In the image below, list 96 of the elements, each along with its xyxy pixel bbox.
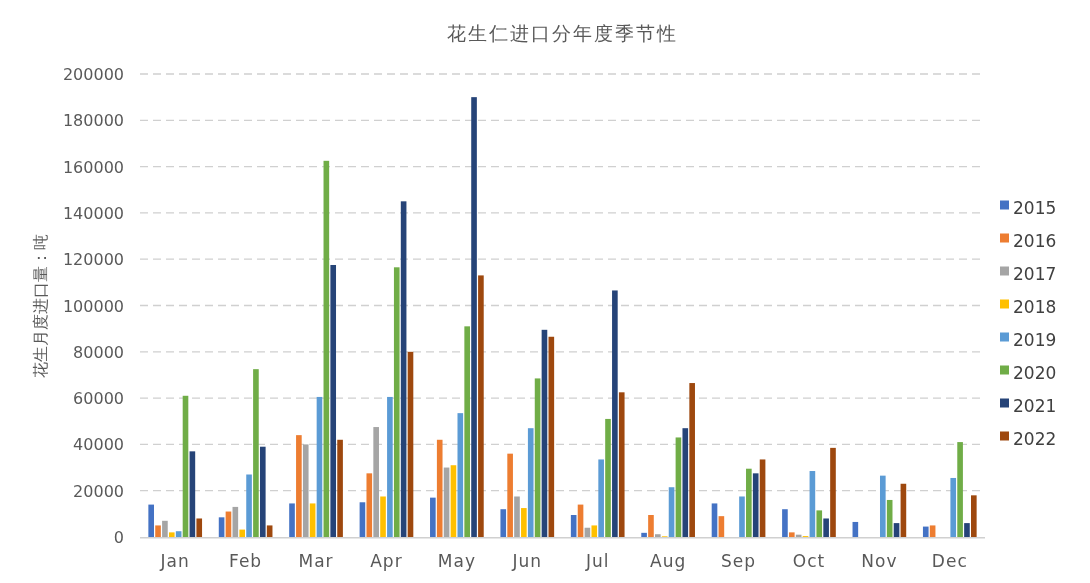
bar [430, 497, 436, 537]
bar [971, 495, 977, 537]
bar [682, 428, 689, 537]
bar [162, 520, 168, 537]
bar [929, 525, 936, 537]
legend-label: 2018 [1013, 296, 1057, 317]
bar [711, 503, 718, 537]
x-tick-label: Dec [931, 551, 968, 571]
bar [471, 97, 477, 537]
bar [380, 496, 386, 537]
bar [591, 525, 598, 537]
bar [689, 383, 695, 537]
y-tick-label: 0 [113, 528, 124, 547]
bar [239, 529, 246, 537]
bar [788, 532, 795, 537]
bar [605, 418, 611, 537]
bar [168, 532, 175, 537]
bar [373, 427, 379, 537]
bar [464, 326, 470, 537]
bar [393, 267, 400, 537]
bar [253, 369, 259, 537]
bar [964, 523, 970, 537]
bar [618, 392, 625, 537]
x-tick-label: Mar [298, 551, 334, 571]
legend-label: 2021 [1013, 395, 1057, 416]
bar [527, 428, 534, 537]
bar [893, 523, 900, 537]
bar [175, 531, 182, 537]
bar [718, 516, 725, 537]
bar [816, 510, 823, 537]
bar [266, 525, 273, 537]
bar [366, 473, 373, 537]
y-tick-label: 200000 [62, 65, 124, 84]
bar [457, 413, 464, 537]
bar [359, 502, 366, 537]
bar [387, 396, 393, 537]
x-tick-label: Jan [159, 551, 190, 571]
x-tick-label: Aug [650, 551, 687, 571]
bar [148, 504, 154, 537]
bar [922, 526, 929, 537]
x-tick-label: Jun [511, 551, 543, 571]
bar [218, 517, 225, 537]
y-tick-label: 40000 [73, 435, 124, 455]
y-tick-label: 80000 [73, 342, 124, 362]
y-tick-label: 140000 [62, 203, 124, 223]
x-tick-label: Nov [861, 551, 898, 571]
bar [648, 515, 654, 537]
bar [655, 534, 661, 537]
legend-label: 2019 [1013, 329, 1057, 350]
bar [879, 475, 886, 537]
bar [739, 496, 745, 537]
bar [259, 446, 266, 537]
chart-title: 花生仁进口分年度季节性 [447, 22, 678, 44]
bar [500, 509, 507, 537]
x-tick-label: Jul [584, 551, 610, 571]
bar [155, 525, 161, 537]
x-tick-label: Apr [370, 551, 403, 571]
y-tick-label: 60000 [73, 389, 124, 409]
legend-label: 2015 [1013, 197, 1057, 218]
legend-label: 2022 [1013, 428, 1057, 449]
bar [641, 532, 647, 537]
bar [296, 435, 302, 537]
bar [246, 474, 252, 537]
legend-label: 2016 [1013, 230, 1057, 251]
bar [507, 453, 513, 537]
bar [330, 264, 337, 537]
bar [746, 468, 752, 537]
bar [478, 275, 484, 537]
y-tick-label: 100000 [62, 296, 124, 316]
bar [196, 518, 203, 537]
y-tick-label: 120000 [62, 250, 124, 270]
y-tick-label: 160000 [62, 157, 124, 177]
y-axis-title: 花生月度进口量：吨 [31, 233, 50, 378]
bar [514, 496, 520, 537]
legend-label: 2017 [1013, 263, 1057, 284]
bar [782, 509, 788, 537]
y-tick-label: 180000 [62, 111, 124, 131]
bar [337, 439, 343, 537]
bar [957, 442, 963, 537]
x-tick-label: Oct [792, 551, 826, 571]
x-tick-label: May [437, 551, 476, 571]
x-tick-label: Sep [721, 551, 757, 571]
bar [598, 459, 604, 537]
bar [830, 447, 836, 537]
bar [612, 290, 618, 537]
bar [823, 518, 829, 537]
bar [309, 503, 316, 537]
bar [950, 477, 957, 537]
bar [436, 439, 443, 537]
bar [289, 503, 295, 537]
bar [521, 508, 527, 537]
legend-label: 2020 [1013, 362, 1057, 383]
y-tick-label: 20000 [73, 481, 124, 501]
bar [752, 473, 759, 537]
x-tick-label: Feb [229, 551, 263, 571]
bar [302, 444, 309, 537]
